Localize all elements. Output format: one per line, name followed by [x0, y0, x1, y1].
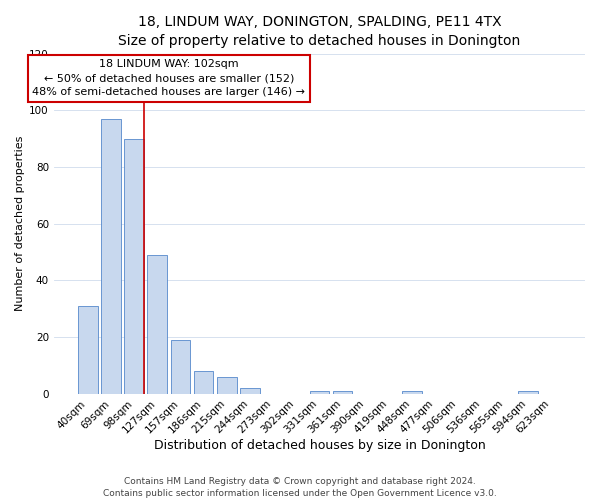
Y-axis label: Number of detached properties: Number of detached properties [15, 136, 25, 312]
Bar [101, 119, 121, 394]
Text: Contains HM Land Registry data © Crown copyright and database right 2024.
Contai: Contains HM Land Registry data © Crown c… [103, 476, 497, 498]
Bar [333, 391, 352, 394]
Bar [148, 255, 167, 394]
Text: 18 LINDUM WAY: 102sqm
← 50% of detached houses are smaller (152)
48% of semi-det: 18 LINDUM WAY: 102sqm ← 50% of detached … [32, 60, 305, 98]
Bar [402, 391, 422, 394]
Bar [194, 371, 214, 394]
Bar [78, 306, 98, 394]
Bar [170, 340, 190, 394]
Bar [310, 391, 329, 394]
Bar [518, 391, 538, 394]
Bar [124, 139, 144, 394]
Title: 18, LINDUM WAY, DONINGTON, SPALDING, PE11 4TX
Size of property relative to detac: 18, LINDUM WAY, DONINGTON, SPALDING, PE1… [118, 15, 521, 48]
Bar [240, 388, 260, 394]
Bar [217, 376, 236, 394]
X-axis label: Distribution of detached houses by size in Donington: Distribution of detached houses by size … [154, 440, 485, 452]
